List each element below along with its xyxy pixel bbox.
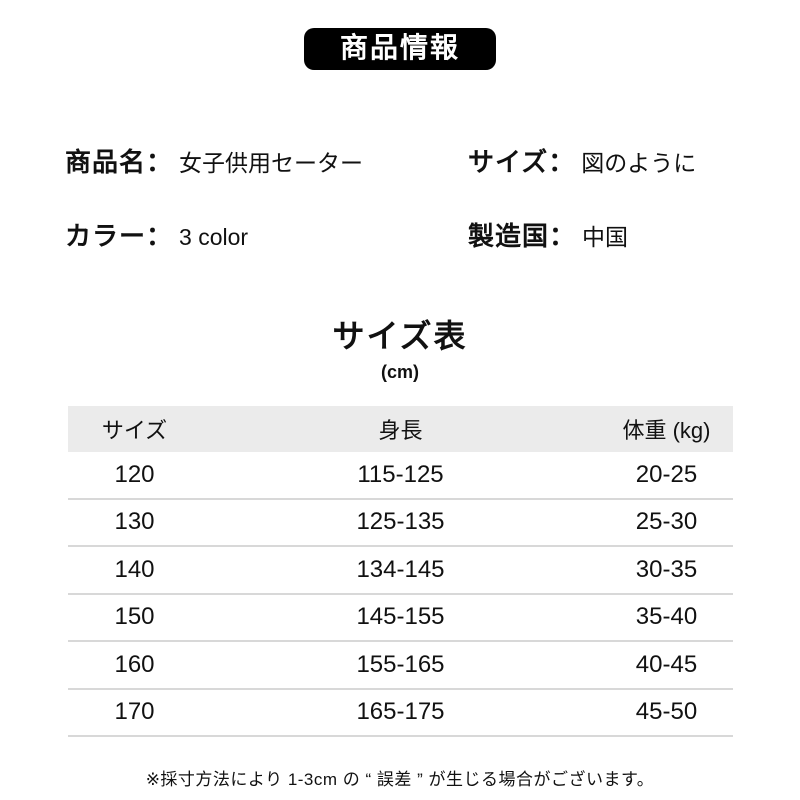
cell-weight: 30-35 <box>635 555 698 583</box>
cell-weight: 25-30 <box>635 508 698 536</box>
size-row: サイズ： 図のように <box>468 142 760 179</box>
product-name-row: 商品名： 女子供用セーター <box>65 142 468 179</box>
color-value: 3 color <box>179 224 249 250</box>
table-row: 130 125-135 25-30 <box>68 500 733 547</box>
cell-size: 150 <box>114 603 155 631</box>
title-badge: 商品情報 <box>303 28 496 70</box>
size-value: 図のように <box>581 150 697 176</box>
col-header-size: サイズ <box>101 418 168 443</box>
color-row: カラー： 3 color <box>65 216 468 253</box>
product-info-grid: 商品名： 女子供用セーター サイズ： 図のように カラー： 3 color 製造国：中… <box>65 142 760 253</box>
cell-height: 145-155 <box>356 603 445 631</box>
size-table: サイズ 身長 体重 (kg) 120 115-125 20-25 130 125… <box>68 406 733 737</box>
origin-row: 製造国： 中国 <box>468 216 760 253</box>
product-name-label: 商品名： <box>65 147 174 177</box>
origin-label: 製造国： <box>468 221 577 251</box>
col-header-height: 身長 <box>378 418 423 443</box>
size-table-title: サイズ表 <box>332 318 468 354</box>
cell-weight: 40-45 <box>635 650 698 678</box>
table-row: 120 115-125 20-25 <box>68 452 733 500</box>
cell-weight: 45-50 <box>635 698 698 726</box>
cell-height: 155-165 <box>356 650 445 678</box>
origin-value: 中国 <box>582 224 629 250</box>
table-row: 170 165-175 45-50 <box>68 690 733 737</box>
cell-height: 115-125 <box>357 460 444 488</box>
cell-size: 120 <box>114 460 155 488</box>
product-name-value: 女子供用セーター <box>179 150 364 176</box>
cell-weight: 20-25 <box>635 460 698 488</box>
cell-height: 165-175 <box>356 698 445 726</box>
size-table-unit: (cm) <box>380 362 419 382</box>
table-row: 150 145-155 35-40 <box>68 595 733 642</box>
size-table-header-row: サイズ 身長 体重 (kg) <box>68 406 733 452</box>
table-row: 140 134-145 30-35 <box>68 547 733 595</box>
col-header-weight: 体重 (kg) <box>622 418 711 443</box>
color-label: カラー： <box>65 221 174 251</box>
cell-height: 134-145 <box>356 555 445 583</box>
cell-size: 160 <box>114 650 155 678</box>
cell-weight: 35-40 <box>635 603 698 631</box>
cell-size: 140 <box>114 555 155 583</box>
cell-size: 130 <box>114 508 155 536</box>
size-label: サイズ： <box>468 147 576 177</box>
cell-height: 125-135 <box>356 508 445 536</box>
table-row: 160 155-165 40-45 <box>68 642 733 690</box>
title-badge-wrap: 商品情報 <box>0 0 800 70</box>
measurement-disclaimer: ※採寸方法により 1-3cm の “ 誤差 ” が生じる場合がございます。 <box>145 770 655 789</box>
cell-size: 170 <box>114 698 155 726</box>
